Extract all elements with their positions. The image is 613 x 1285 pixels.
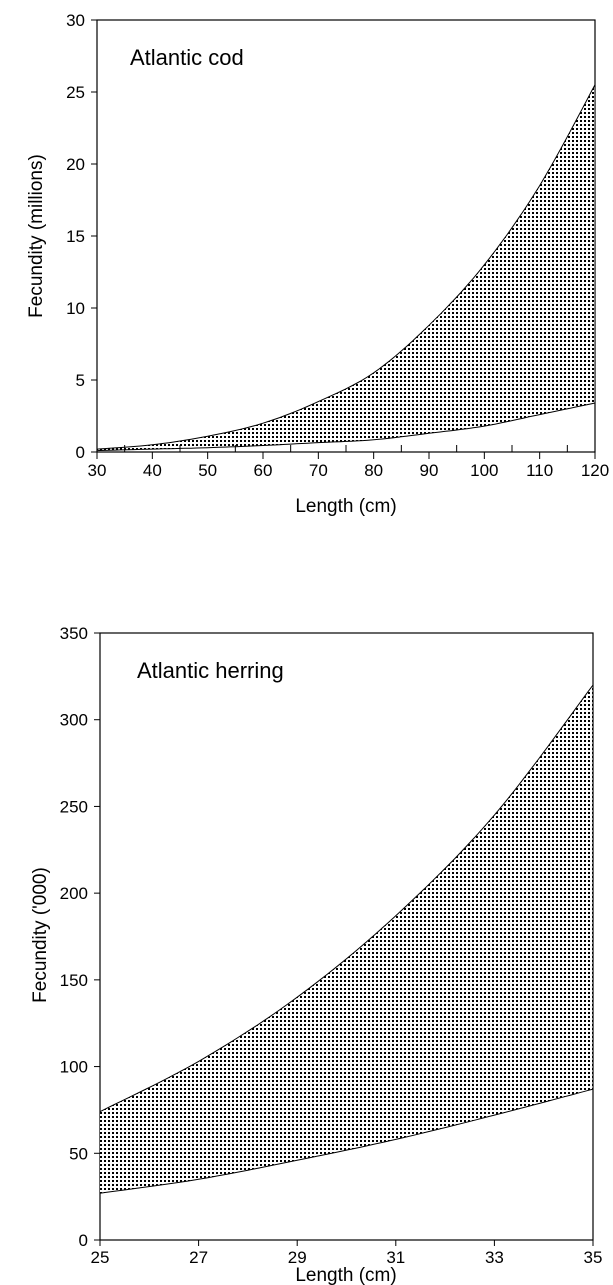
x-tick-label: 80 [364, 461, 383, 480]
y-tick-label: 25 [66, 83, 85, 102]
y-tick-label: 15 [66, 227, 85, 246]
y-tick-label: 0 [76, 443, 85, 462]
x-tick-label: 31 [386, 1248, 405, 1267]
x-tick-label: 29 [288, 1248, 307, 1267]
x-tick-label: 30 [88, 461, 107, 480]
x-tick-label: 70 [309, 461, 328, 480]
fecundity-range-area [100, 685, 593, 1194]
y-tick-label: 100 [60, 1058, 88, 1077]
lower-bound-line [99, 1088, 594, 1194]
y-tick-label: 20 [66, 155, 85, 174]
x-tick-label: 50 [198, 461, 217, 480]
x-tick-label: 40 [143, 461, 162, 480]
x-axis-title-cod: Length (cm) [295, 496, 396, 517]
y-tick-label: 0 [79, 1231, 88, 1250]
y-tick-label: 5 [76, 371, 85, 390]
upper-bound-line [99, 684, 594, 1113]
x-tick-label: 27 [189, 1248, 208, 1267]
cod-chart-panel: 0 5 10 15 20 25 30 30 40 50 60 70 80 90 100 110 120 Atla… [26, 11, 609, 517]
x-tick-label: 35 [584, 1248, 603, 1267]
x-tick-label: 60 [254, 461, 273, 480]
panel-title-herring: Atlantic herring [137, 658, 284, 683]
y-tick-label: 50 [69, 1144, 88, 1163]
x-tick-label: 110 [526, 461, 553, 480]
x-axis-title-herring: Length (cm) [295, 1265, 396, 1285]
herring-chart-panel: 0 50 100 150 200 250 300 350 25 27 29 31 33 35 Atlant… [30, 624, 602, 1285]
x-tick-label: 25 [91, 1248, 110, 1267]
y-tick-label: 10 [66, 299, 85, 318]
y-axis-title-herring: Fecundity ('000) [30, 867, 51, 1003]
upper-bound-line [96, 84, 596, 450]
y-tick-label: 150 [60, 971, 88, 990]
fecundity-range-area [97, 84, 595, 451]
x-tick-label: 100 [470, 461, 498, 480]
y-tick-label: 300 [60, 711, 88, 730]
y-tick-label: 200 [60, 884, 88, 903]
x-tick-label: 120 [581, 461, 609, 480]
y-tick-label: 250 [60, 797, 88, 816]
x-tick-label: 90 [420, 461, 439, 480]
y-axis-title-cod: Fecundity (millions) [26, 154, 47, 318]
x-tick-label: 33 [485, 1248, 504, 1267]
y-tick-label: 350 [60, 624, 88, 643]
panel-title-cod: Atlantic cod [130, 45, 244, 70]
y-tick-label: 30 [66, 11, 85, 30]
